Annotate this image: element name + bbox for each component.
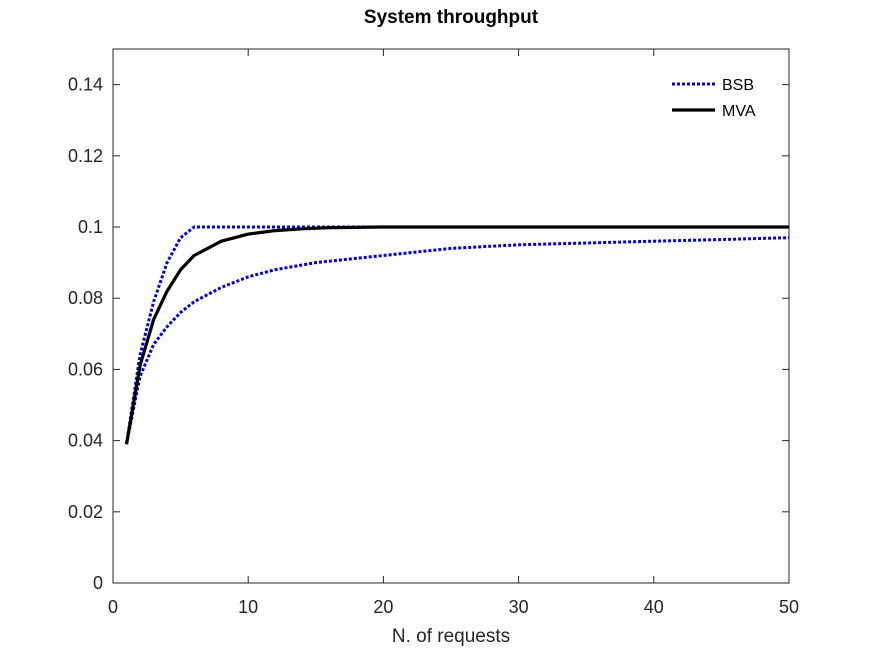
legend: BSB MVA: [672, 77, 756, 120]
x-tick-label: 40: [644, 597, 664, 617]
x-tick-label: 20: [373, 597, 393, 617]
series-line-bsb-lower: [125, 236, 790, 445]
y-tick-label: 0.1: [78, 217, 103, 237]
y-tick-label: 0.12: [68, 146, 103, 166]
axis-ticks: 0 10 20 30 40 50 0 0.02 0.04 0.06 0.08 0.1 0.12 0.14: [68, 49, 799, 617]
legend-label-bsb: BSB: [722, 77, 754, 94]
x-tick-label: 50: [779, 597, 799, 617]
chart-title: System throughput: [364, 7, 539, 28]
y-tick-label: 0.02: [68, 502, 103, 522]
y-tick-label: 0.08: [68, 288, 103, 308]
y-tick-label: 0: [93, 573, 103, 593]
x-tick-label: 10: [238, 597, 258, 617]
x-tick-label: 30: [509, 597, 529, 617]
series-line-mva: [124, 225, 789, 445]
series-lines: [124, 225, 790, 445]
legend-label-mva: MVA: [722, 103, 756, 120]
y-tick-label: 0.04: [68, 431, 103, 451]
y-tick-label: 0.14: [68, 75, 103, 95]
series-line-bsb: [125, 225, 789, 445]
x-axis-label: N. of requests: [392, 626, 510, 647]
plot-area-frame: [112, 48, 790, 584]
x-tick-label: 0: [108, 597, 118, 617]
y-tick-label: 0.06: [68, 359, 103, 379]
